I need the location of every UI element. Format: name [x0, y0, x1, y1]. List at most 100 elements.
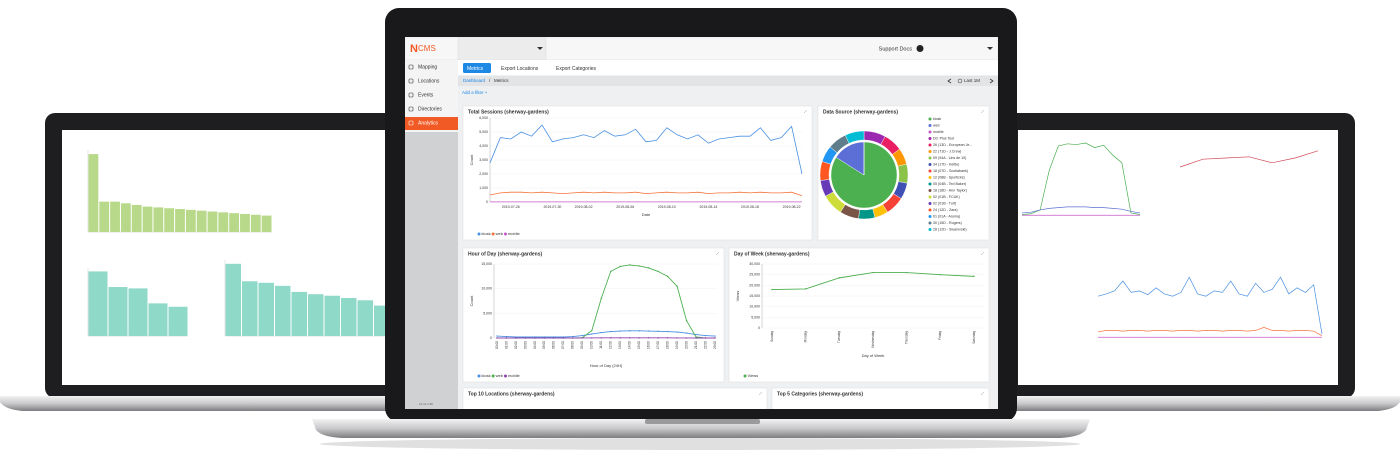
logo-mark: N	[410, 43, 418, 55]
point	[591, 337, 593, 339]
y-tick-label: 5,000	[479, 130, 488, 134]
point	[838, 277, 841, 279]
y-tick-label: 10,000	[481, 287, 492, 291]
bar	[99, 201, 110, 232]
legend-label[interactable]: mobile	[508, 373, 521, 378]
point	[600, 331, 602, 334]
x-tick-label: 11:00	[599, 341, 603, 349]
point	[704, 337, 707, 339]
point	[524, 337, 527, 339]
y-tick-label: 25,000	[749, 273, 760, 277]
time-range[interactable]: Last 1M	[964, 78, 980, 83]
panel	[462, 387, 768, 409]
x-tick-label: Saturday	[972, 331, 976, 344]
legend-label[interactable]: 34 (17D - Kettle)	[933, 162, 959, 166]
legend-swatch	[477, 374, 481, 378]
pie-slice	[819, 161, 831, 181]
y-axis-label: Count	[469, 154, 474, 166]
series-line	[1021, 206, 1141, 214]
bar	[242, 281, 258, 336]
main-screen: N CMS Support Docs Dashboard / Metrics L…	[405, 37, 998, 409]
point	[657, 270, 659, 273]
legend-label[interactable]: 18 (16D - Ann Taylor)	[933, 188, 967, 192]
x-tick-label: 05:00	[542, 341, 546, 349]
x-axis-label: Hour of Day (24H)	[590, 363, 623, 368]
bar	[175, 209, 185, 232]
pie-slice	[844, 130, 865, 144]
sidebar-item[interactable]: Events	[418, 92, 434, 98]
pie-slice	[897, 163, 909, 184]
x-axis-label: Day of Week	[862, 353, 885, 358]
bar	[225, 263, 241, 336]
tab[interactable]: Export Categories	[556, 66, 597, 72]
legend-label[interactable]: D0: Plus Test	[933, 136, 954, 140]
legend-label[interactable]: kiosk	[482, 373, 491, 378]
y-tick-label: 15,000	[749, 294, 760, 298]
legend-swatch	[928, 182, 932, 186]
sidebar-icon	[408, 106, 414, 112]
x-tick-label: 03:00	[523, 341, 527, 349]
legend-label[interactable]: 09 (94A - Lins de 10)	[933, 156, 966, 160]
x-tick-label: 2019-08-06	[616, 205, 634, 209]
y-tick-label: 5,000	[483, 311, 492, 315]
sidebar-icon	[408, 64, 414, 70]
legend-label[interactable]: 18 (07D - Scotiabank)	[933, 169, 968, 173]
point	[628, 264, 631, 266]
legend-swatch	[928, 215, 932, 218]
legend-label[interactable]: 12 (08B - Sporticks)	[933, 175, 965, 179]
tab[interactable]: Metrics	[467, 66, 484, 72]
point	[515, 336, 517, 338]
legend-label[interactable]: kiosk	[933, 117, 941, 121]
point	[543, 336, 546, 338]
x-tick-label: 21:00	[694, 341, 698, 349]
legend-label[interactable]: web	[496, 373, 504, 378]
legend-label[interactable]: 22 (71D - J.Crew)	[933, 149, 961, 153]
legend-label[interactable]: 02 (01B - Turf)	[933, 201, 956, 205]
breadcrumb-link[interactable]: Dashboard	[463, 78, 486, 83]
point	[496, 335, 498, 337]
legend-label[interactable]: 05 (04B - Ted Baker)	[933, 182, 966, 186]
point	[657, 337, 659, 339]
legend-label[interactable]: 24 (12D - Zara)	[933, 208, 958, 212]
breadcrumb-separator: /	[489, 78, 491, 83]
sidebar-item[interactable]: Mapping	[418, 64, 437, 70]
legend-label[interactable]: 26 (13D - European Je...	[933, 143, 972, 147]
legend-label[interactable]: web	[496, 231, 504, 236]
x-axis-label: Date	[642, 212, 651, 217]
x-tick-label: 04:00	[533, 341, 537, 349]
series-line	[1097, 276, 1323, 335]
legend-swatch	[928, 143, 932, 147]
legend-label[interactable]: 02 (01B - FCUK)	[933, 195, 960, 199]
logo-text[interactable]: CMS	[418, 44, 436, 53]
sidebar-item[interactable]: Analytics	[418, 120, 439, 126]
legend-swatch	[928, 124, 932, 127]
legend-label[interactable]: 28 (12D - Swarovski)	[933, 227, 967, 231]
legend-label[interactable]: mobile	[508, 231, 521, 236]
sidebar-icon	[408, 78, 414, 84]
bar	[128, 288, 148, 336]
point	[666, 330, 669, 333]
add-filter[interactable]: Add a filter +	[462, 90, 488, 95]
tab[interactable]: Export Locations	[501, 66, 539, 72]
x-tick-label: 19:00	[675, 341, 679, 349]
legend-label[interactable]: Views	[748, 373, 759, 378]
legend-label[interactable]: 30 (15D - Rogers)	[933, 221, 962, 225]
y-tick-label: 5,000	[751, 315, 760, 319]
legend-label[interactable]: 01 (01A - Aroma)	[933, 214, 960, 218]
legend-label[interactable]: kiosk	[482, 231, 491, 236]
legend-label[interactable]: web	[933, 123, 940, 127]
support-link[interactable]: Support Docs	[879, 46, 913, 52]
sidebar-item[interactable]: Directories	[418, 106, 442, 112]
bar	[291, 291, 307, 336]
point	[610, 330, 612, 333]
sidebar-item[interactable]: Locations	[418, 78, 440, 84]
point	[676, 285, 678, 287]
legend-label[interactable]: mobile	[933, 130, 944, 134]
x-tick-label: 2019-07-30	[543, 205, 561, 209]
x-tick-label: Friday	[938, 331, 942, 340]
y-axis-label: Count	[469, 295, 474, 307]
legend-swatch	[928, 163, 932, 166]
bar	[324, 295, 340, 336]
x-tick-label: Monday	[804, 331, 808, 343]
x-tick-label: 06:00	[552, 341, 556, 349]
